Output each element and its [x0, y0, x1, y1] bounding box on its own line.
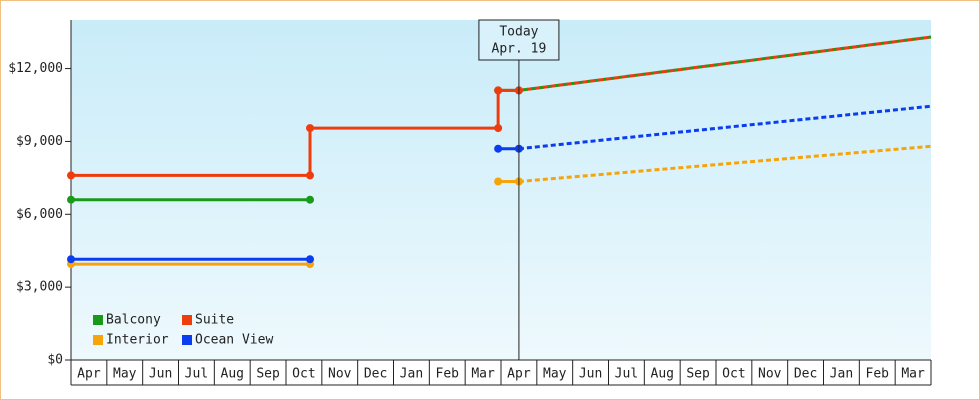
point	[494, 86, 503, 95]
legend-swatch	[93, 335, 103, 345]
y-tick-label: $3,000	[16, 280, 63, 295]
point	[67, 171, 75, 180]
point	[306, 195, 315, 204]
x-tick-label: Jul	[615, 367, 638, 382]
x-tick-label: Apr	[507, 367, 531, 382]
legend-swatch	[182, 335, 192, 345]
y-tick-label: $6,000	[16, 207, 63, 222]
x-tick-label: Jun	[149, 367, 172, 382]
x-tick-label: Jan	[830, 367, 853, 382]
annotation-text: Apr. 19	[492, 42, 547, 57]
projection-line	[518, 35, 932, 92]
x-tick-label: Apr	[77, 367, 101, 382]
y-tick-label: $9,000	[16, 134, 63, 149]
legend-label: Ocean View	[195, 333, 273, 348]
x-tick-label: Dec	[364, 367, 387, 382]
x-tick-label: Jan	[400, 367, 423, 382]
x-tick-label: Sep	[686, 367, 710, 382]
x-tick-label: Mar	[471, 367, 495, 382]
x-tick-label: Jun	[579, 367, 602, 382]
x-tick-label: Jul	[185, 367, 208, 382]
legend-swatch	[182, 315, 192, 325]
x-tick-label: Aug	[221, 367, 244, 382]
y-tick-label: $12,000	[8, 61, 63, 76]
point	[494, 124, 503, 133]
x-tick-label: Feb	[436, 367, 460, 382]
point	[67, 195, 75, 204]
x-tick-label: Dec	[794, 367, 817, 382]
projection-line	[518, 144, 932, 183]
plot-area	[71, 20, 931, 360]
x-tick-label: Nov	[758, 367, 782, 382]
x-tick-label: Oct	[292, 367, 315, 382]
annotation-text: Today	[499, 25, 538, 40]
projection-line	[518, 35, 932, 92]
legend-label: Suite	[195, 313, 234, 328]
legend-label: Balcony	[106, 313, 161, 328]
legend-swatch	[93, 315, 103, 325]
x-tick-label: Aug	[651, 367, 674, 382]
x-tick-label: May	[113, 367, 137, 382]
point	[306, 171, 315, 180]
point	[494, 144, 503, 153]
point	[306, 255, 315, 264]
y-tick-label: $0	[47, 353, 63, 368]
today-box	[478, 19, 560, 61]
x-tick-label: Oct	[722, 367, 745, 382]
x-tick-label: May	[543, 367, 567, 382]
point	[67, 255, 75, 264]
x-tick-label: Nov	[328, 367, 352, 382]
x-tick-label: Sep	[256, 367, 280, 382]
x-tick-label: Mar	[901, 367, 925, 382]
point	[306, 124, 315, 133]
x-tick-label: Feb	[866, 367, 890, 382]
projection-line	[518, 104, 932, 151]
point	[494, 177, 503, 186]
legend-label: Interior	[106, 333, 169, 348]
